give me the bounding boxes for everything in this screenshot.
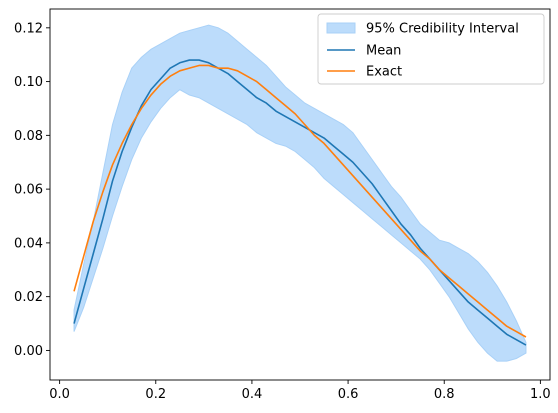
axes-frame [49,8,551,381]
y-tick-label: 0.00 [14,344,43,359]
y-tick-label: 0.10 [14,75,43,90]
legend-95-credibility-interval-swatch [326,22,356,34]
x-tick-label: 0.0 [49,387,70,402]
series-line-mean [73,59,527,346]
x-tick-label: 1.0 [530,387,551,402]
y-tick-label: 0.04 [14,236,43,251]
legend-box [317,13,545,85]
y-tick-label: 0.12 [14,21,43,36]
legend-95-credibility-interval-label: 95% Credibility Interval [366,22,519,37]
credibility-band [73,24,527,362]
legend-mean-label: Mean [366,44,401,59]
axes: 0.0 0.2 0.4 0.6 0.8 1.0 0.00 0.02 0.04 0.06 0.08 0.… [14,8,551,402]
x-tick-label: 0.6 [338,387,359,402]
x-tick-label: 0.2 [145,387,166,402]
y-tick-label: 0.08 [14,129,43,144]
legend: 95% Credibility Interval Mean Exact [317,13,545,85]
legend-exact-label: Exact [366,65,402,80]
x-tick-label: 0.8 [434,387,455,402]
y-tick-label: 0.06 [14,183,43,198]
y-tick-label: 0.02 [14,290,43,305]
plot-area [73,24,527,362]
series-line-exact [73,64,527,338]
x-tick-label: 0.4 [242,387,263,402]
